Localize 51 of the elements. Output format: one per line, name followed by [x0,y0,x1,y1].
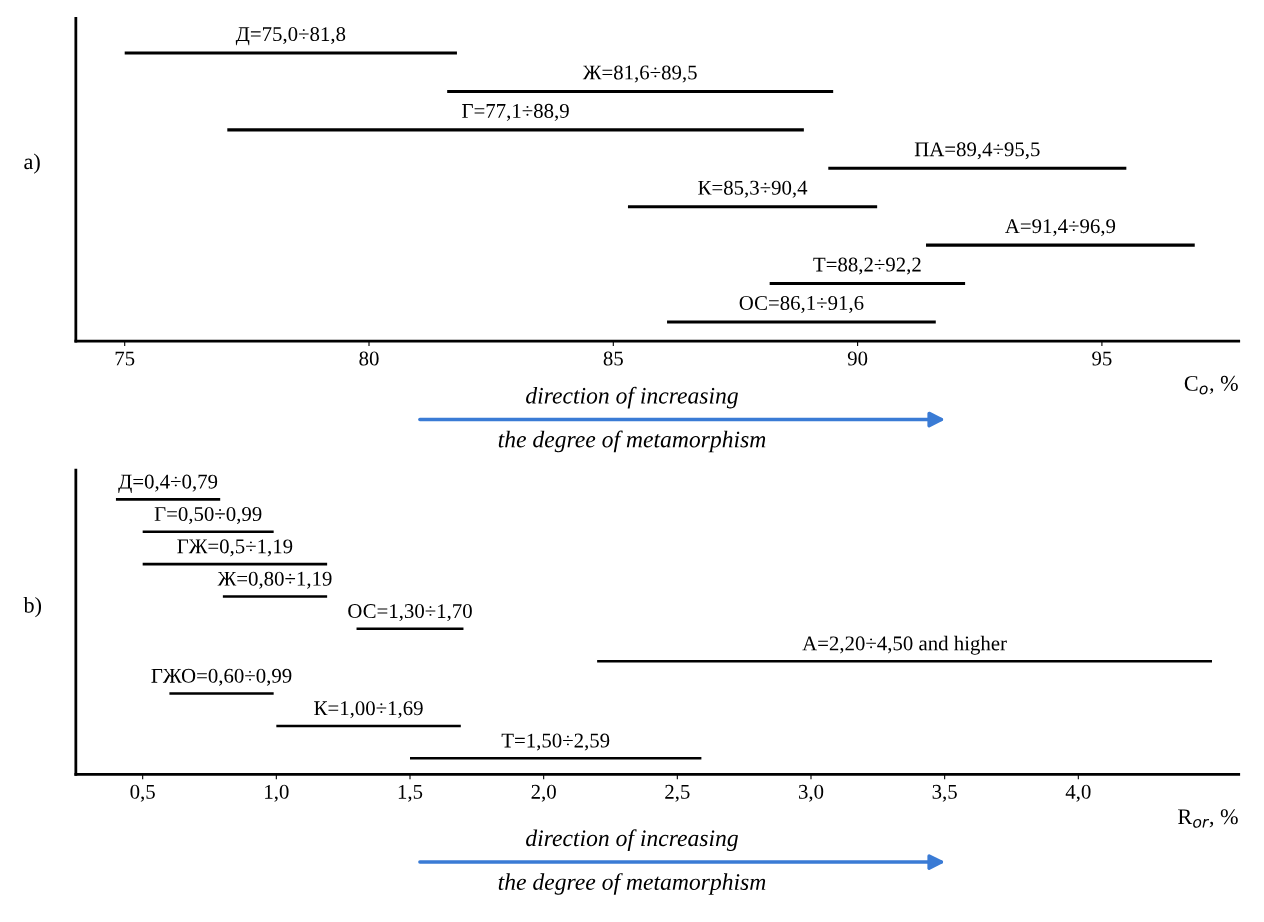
y-tick-label: Т=88,2÷92,2 [813,257,921,275]
y-tick-label: Т=1,50÷2,59 [501,733,610,751]
bar [667,320,936,324]
bar [769,281,966,286]
bar [227,128,804,132]
bar [828,166,1127,170]
x-tick-label: 1,0 [265,784,289,802]
y-tick-label: Д=75,0÷81,8 [235,27,346,46]
y-tick-label: А=2,20÷4,50 and higher [802,635,1007,655]
y-tick-label: ГЖО=0,60÷0,99 [151,668,292,686]
x-axis-title: R$_{or}$, % [1178,809,1238,828]
x-tick-label: 1,5 [398,784,423,802]
bar [627,205,878,209]
bar [447,89,834,93]
x-tick-label: 85 [603,351,623,366]
x-tick-label: 4,0 [1065,784,1091,802]
text: b) [23,597,42,618]
y-tick-label: А=91,4÷96,9 [1005,219,1116,237]
text: the degree of metamorphism [498,873,766,895]
y-tick-label: ГЖ=0,5÷1,19 [177,539,293,557]
bar [124,51,457,55]
x-tick-label: 0,5 [130,784,155,802]
x-tick-label: 95 [1092,351,1112,366]
bar [926,243,1195,247]
y-tick-label: Ж=0,80÷1,19 [217,571,332,589]
bar [169,692,274,695]
bar [222,595,328,598]
x-tick-label: 3,0 [798,784,824,802]
x-axis-title: C$_{o}$, % [1184,375,1238,395]
text: direction of increasing [526,386,738,409]
y-tick-label: Ж=81,6÷89,5 [582,65,697,83]
x-tick-label: 2,5 [665,784,690,802]
x-tick-label: 80 [359,351,379,366]
x-tick-label: 3,5 [932,784,957,802]
y-tick-label: Г=77,1÷88,9 [462,103,569,121]
text: a) [24,153,40,174]
bar [410,757,702,760]
y-tick-label: ОС=1,30÷1,70 [348,604,472,622]
bar [142,530,274,534]
y-tick-label: ОС=86,1÷91,6 [739,295,864,314]
x-tick-label: 90 [847,351,868,366]
y-tick-label: Д=0,4÷0,79 [118,474,218,493]
text: the degree of metamorphism [498,430,766,453]
y-tick-label: К=1,00÷1,69 [314,701,423,719]
text: direction of increasing [526,829,738,852]
y-tick-label: К=85,3÷90,4 [698,180,808,198]
bar [115,498,221,501]
x-tick-label: 75 [115,351,135,366]
y-tick-label: ПА=89,4÷95,5 [914,142,1040,160]
x-tick-label: 2,0 [531,784,556,802]
y-tick-label: Г=0,50÷0,99 [154,506,262,525]
